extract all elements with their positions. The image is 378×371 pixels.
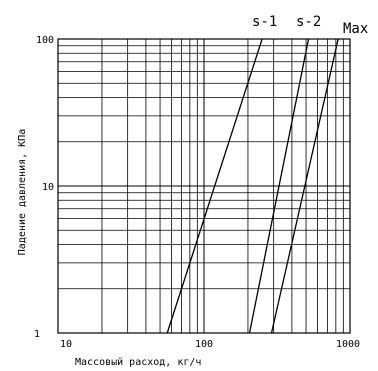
x-tick-label-100: 100 [195, 339, 213, 350]
series-line-max [270, 38, 339, 334]
series-label-max: Max [343, 21, 368, 37]
series-label-s-2: s-2 [296, 14, 321, 30]
x-axis-label: Массовый расход, кг/ч [75, 356, 201, 368]
plot-frame [57, 38, 351, 334]
x-tick-label-1000: 1000 [336, 339, 360, 350]
series-group [166, 38, 339, 334]
x-tick-label-10: 10 [60, 339, 72, 350]
grid [57, 39, 350, 334]
series-label-s-1: s-1 [252, 14, 277, 30]
series-line-s-1 [166, 38, 263, 334]
y-tick-label-1: 1 [34, 329, 40, 340]
series-line-s-2 [248, 38, 310, 334]
y-tick-label-100: 100 [36, 35, 54, 46]
y-tick-label-10: 10 [42, 182, 54, 193]
y-axis-label: Падение давления, КПа [17, 129, 28, 255]
